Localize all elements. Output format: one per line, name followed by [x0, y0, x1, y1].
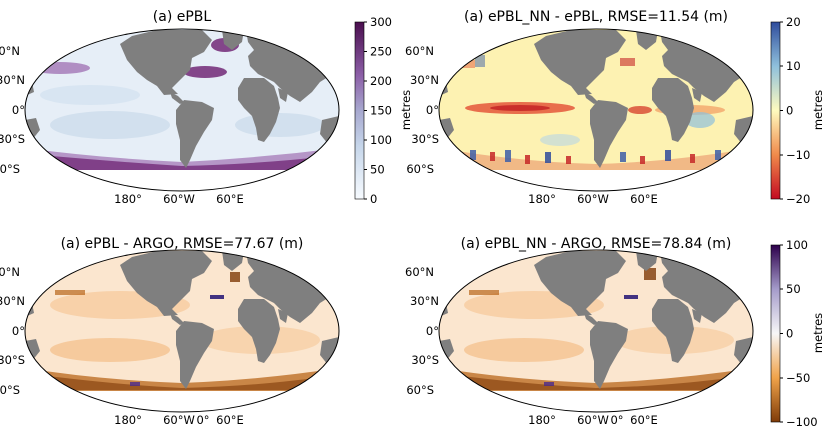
colorbar-tick: 250	[370, 45, 392, 59]
colorbar-label: metres	[399, 90, 413, 130]
colorbar-tick: 200	[370, 74, 392, 88]
lon-label: 60°E	[630, 413, 658, 427]
lon-label: 60°W	[577, 192, 609, 206]
panel-a: (a) ePBL 60°N 30°N 0° 30°S 60°S 180° 60°…	[0, 9, 340, 206]
colorbar-b: 20 10 0 −10 −20 metres	[770, 15, 825, 206]
colorbar-tick: 0	[370, 192, 377, 206]
colorbar-tick: 0	[786, 104, 793, 118]
lat-label: 60°S	[406, 162, 434, 176]
panel-c-map	[25, 250, 339, 412]
lat-label: 60°N	[0, 265, 20, 279]
lat-label: 0°	[426, 103, 439, 117]
panel-c: (a) ePBL - ARGO, RMSE=77.67 (m) 60°N 30°…	[0, 236, 340, 427]
lon-label: 0°	[610, 413, 623, 427]
lon-label: 60°E	[216, 413, 244, 427]
panel-b-title: (a) ePBL_NN - ePBL, RMSE=11.54 (m)	[464, 9, 728, 25]
colorbar-label: metres	[811, 90, 825, 130]
lon-label: 60°E	[216, 192, 244, 206]
lon-label: 0°	[196, 413, 209, 427]
colorbar-tick: 150	[370, 104, 392, 118]
colorbar-tick: −100	[786, 415, 818, 429]
colorbar-tick: 100	[370, 133, 392, 147]
panel-a-title: (a) ePBL	[153, 9, 212, 25]
lon-label: 60°E	[630, 192, 658, 206]
panel-b-map	[439, 29, 753, 191]
lon-label: 60°W	[163, 413, 195, 427]
lat-label: 30°S	[411, 132, 439, 146]
lat-label: 30°N	[0, 294, 25, 308]
lon-label: 60°W	[577, 413, 609, 427]
colorbar-tick: −50	[786, 371, 810, 385]
lon-label: 180°	[528, 192, 556, 206]
lat-label: 60°S	[0, 162, 20, 176]
panel-d-map	[439, 250, 753, 412]
panel-a-map	[25, 29, 339, 191]
lon-label: 60°W	[163, 192, 195, 206]
lat-label: 0°	[12, 324, 25, 338]
panel-d: (a) ePBL_NN - ARGO, RMSE=78.84 (m) 60°N …	[405, 236, 754, 427]
lat-label: 30°S	[0, 132, 25, 146]
colorbar-a: 300 250 200 150 100 50 0 metres	[354, 15, 413, 206]
colorbar-c: 100 50 0 −50 −100 metres	[770, 238, 825, 429]
colorbar-tick: 20	[786, 15, 801, 29]
lat-label: 0°	[12, 103, 25, 117]
lat-label: 30°N	[410, 294, 439, 308]
lon-label: 180°	[114, 192, 142, 206]
colorbar-tick: 50	[786, 282, 801, 296]
colorbar-tick: −20	[786, 192, 810, 206]
lon-label: 180°	[528, 413, 556, 427]
lat-label: 30°N	[0, 73, 25, 87]
lat-label: 30°S	[0, 353, 25, 367]
colorbar-label: metres	[811, 313, 825, 353]
colorbar-tick: 100	[786, 238, 808, 252]
lat-label: 60°S	[406, 383, 434, 397]
lat-label: 30°S	[411, 353, 439, 367]
colorbar-tick: −10	[786, 148, 810, 162]
lat-label: 30°N	[410, 73, 439, 87]
lon-label: 180°	[114, 413, 142, 427]
lat-label: 60°S	[0, 383, 20, 397]
panel-b: (a) ePBL_NN - ePBL, RMSE=11.54 (m)	[405, 9, 754, 206]
panel-d-title: (a) ePBL_NN - ARGO, RMSE=78.84 (m)	[461, 236, 732, 252]
panel-c-title: (a) ePBL - ARGO, RMSE=77.67 (m)	[61, 236, 304, 252]
colorbar-tick: 10	[786, 59, 801, 73]
lat-label: 0°	[426, 324, 439, 338]
colorbar-tick: 50	[370, 163, 385, 177]
lat-label: 60°N	[405, 44, 434, 58]
colorbar-tick: 300	[370, 15, 392, 29]
colorbar-tick: 0	[786, 327, 793, 341]
lat-label: 60°N	[405, 265, 434, 279]
lat-label: 60°N	[0, 44, 20, 58]
